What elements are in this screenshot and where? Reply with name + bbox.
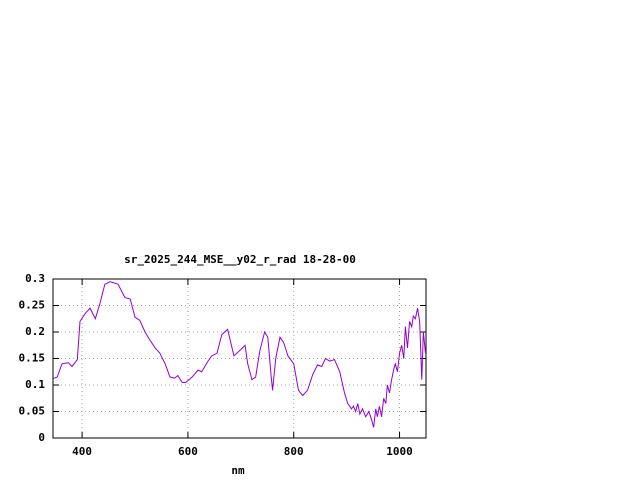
x-tick-label: 400 xyxy=(72,445,92,458)
plot-border xyxy=(52,278,427,439)
y-tick-label: 0.15 xyxy=(19,352,46,365)
x-tick-label: 1000 xyxy=(386,445,413,458)
chart-title: sr_2025_244_MSE__y02_r_rad 18-28-00 xyxy=(124,253,356,266)
y-tick-label: 0.3 xyxy=(25,272,45,285)
x-tick-label: 600 xyxy=(178,445,198,458)
x-axis-label: nm xyxy=(231,464,245,477)
y-tick-label: 0 xyxy=(38,431,45,444)
y-tick-label: 0.2 xyxy=(25,325,45,338)
data-line xyxy=(52,281,426,428)
y-tick-label: 0.25 xyxy=(19,299,46,312)
y-tick-label: 0.05 xyxy=(19,405,46,418)
x-tick-label: 800 xyxy=(284,445,304,458)
y-tick-label: 0.1 xyxy=(25,378,45,391)
